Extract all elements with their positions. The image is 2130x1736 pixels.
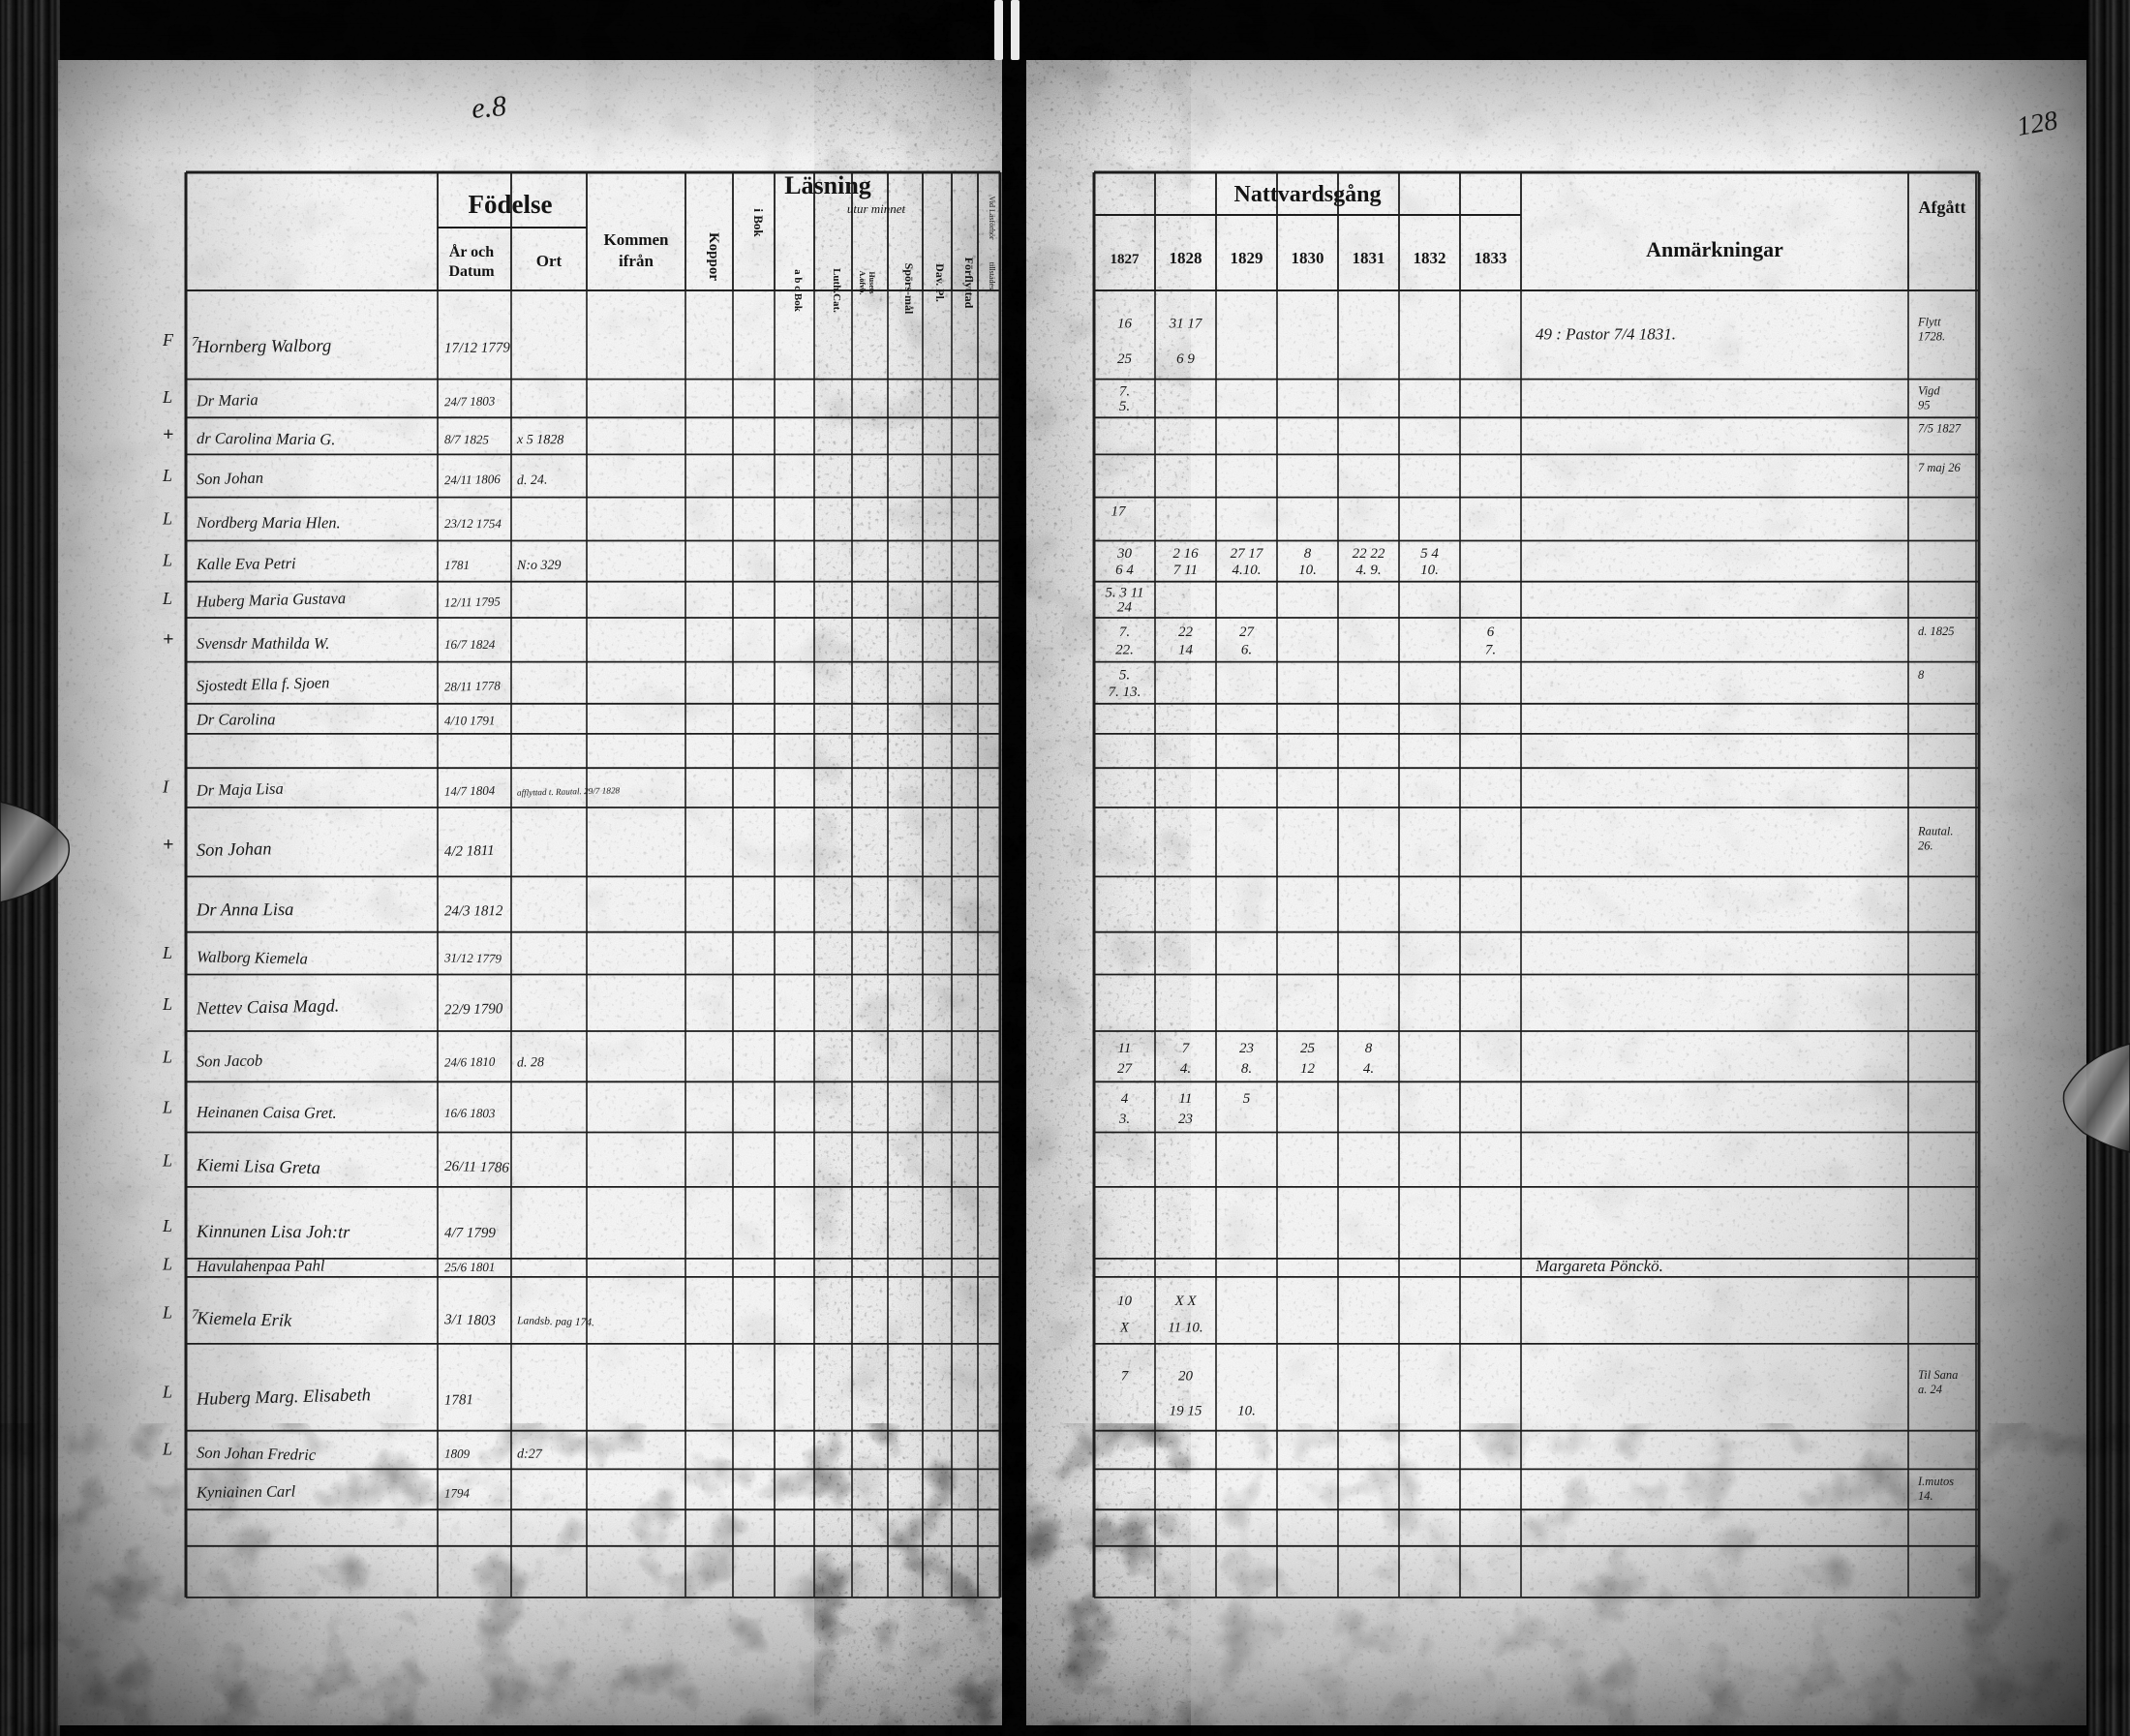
svg-text:128: 128 <box>2015 106 2060 142</box>
svg-text:e.8: e.8 <box>471 90 508 125</box>
